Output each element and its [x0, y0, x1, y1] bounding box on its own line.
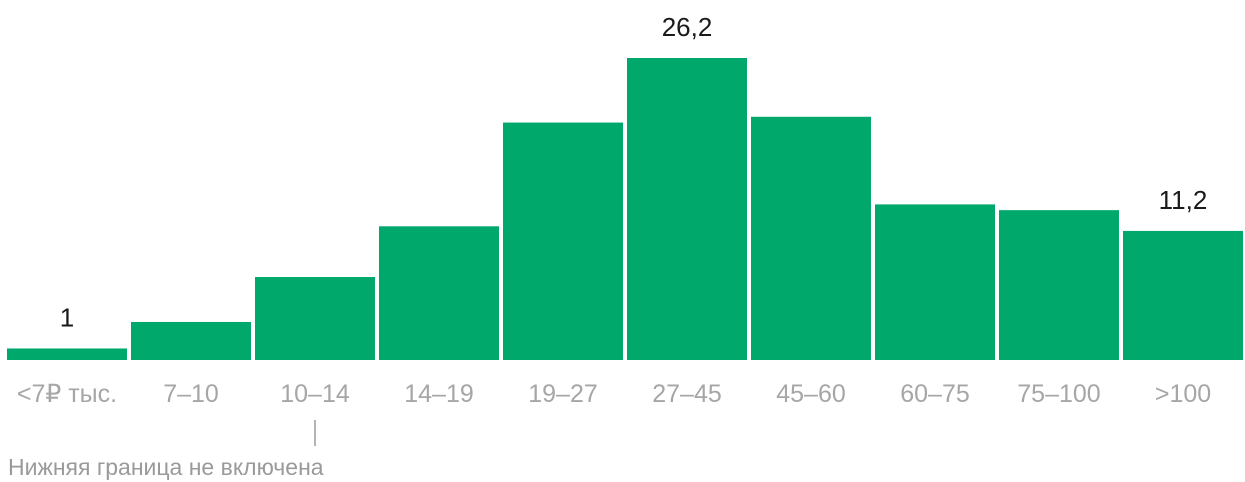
bar-4	[503, 122, 623, 360]
bar-8	[999, 210, 1119, 360]
bar-7	[875, 204, 995, 360]
x-tick-label-9: >100	[1155, 380, 1211, 408]
x-tick-label-1: 7–10	[163, 380, 219, 408]
value-labels-layer: 1 26,2 11,2	[60, 12, 1208, 332]
x-tick-label-0: <7₽ тыс.	[17, 380, 117, 408]
x-tick-label-6: 45–60	[776, 380, 846, 408]
bar-9	[1123, 230, 1243, 360]
value-label-9: 11,2	[1159, 185, 1208, 215]
bar-0	[7, 348, 127, 360]
bars-layer	[7, 58, 1243, 361]
bar-5	[627, 58, 747, 360]
x-tick-labels: <7₽ тыс. 7–10 10–14 14–19 19–27 27–45 45–60 60–…	[17, 380, 1211, 408]
x-tick-label-4: 19–27	[528, 380, 598, 408]
x-tick-label-5: 27–45	[652, 380, 722, 408]
bar-2	[255, 277, 375, 360]
annotation-text: Нижняя граница не включена	[8, 454, 324, 480]
x-tick-label-8: 75–100	[1017, 380, 1100, 408]
bar-1	[131, 321, 251, 360]
x-tick-label-7: 60–75	[900, 380, 970, 408]
value-label-5: 26,2	[662, 12, 713, 42]
value-label-0: 1	[60, 302, 74, 332]
bar-3	[379, 226, 499, 360]
bar-6	[751, 116, 871, 361]
annotation: Нижняя граница не включена	[8, 420, 324, 480]
x-tick-label-2: 10–14	[280, 380, 350, 408]
x-tick-label-3: 14–19	[404, 380, 474, 408]
